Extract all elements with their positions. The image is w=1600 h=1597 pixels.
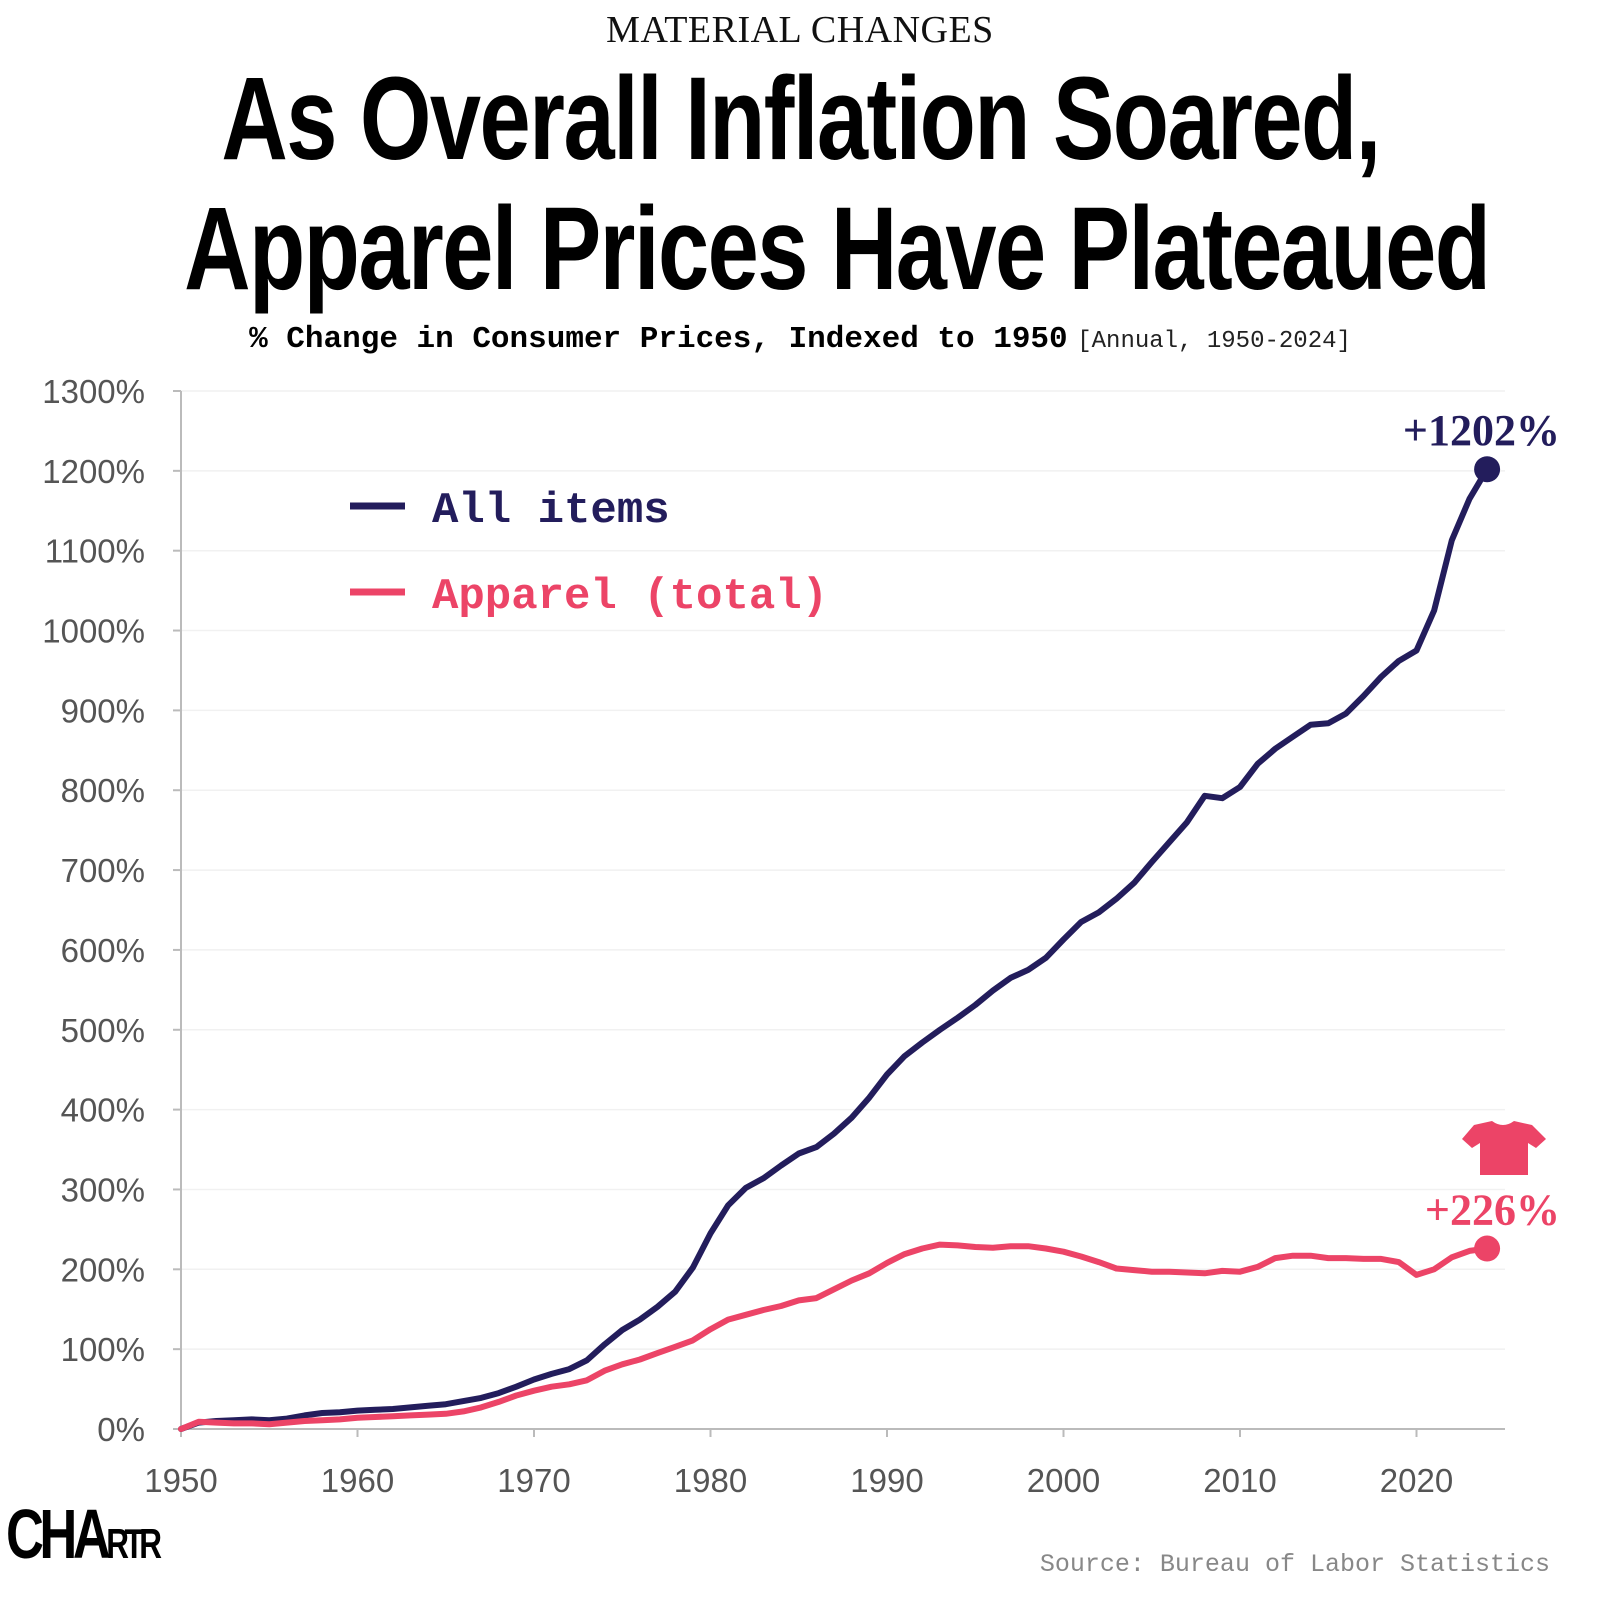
x-tick-label: 1990 [850, 1462, 923, 1499]
chartr-logo: CHARTR [6, 1495, 162, 1573]
y-tick-label: 200% [61, 1251, 145, 1288]
title-line-2: Apparel Prices Have Plateaued [184, 183, 1491, 315]
series-line-all-items [178, 466, 1491, 1432]
end-point-marker [1474, 456, 1501, 483]
y-tick-label: 1100% [45, 533, 145, 570]
t-shirt-icon [1462, 1121, 1546, 1175]
x-tick-label: 2010 [1203, 1462, 1276, 1499]
series-line-apparel [178, 1241, 1491, 1432]
y-tick-label: 900% [61, 692, 145, 729]
y-tick-label: 0% [97, 1411, 145, 1448]
subtitle-main: % Change in Consumer Prices, Indexed to … [249, 322, 1068, 357]
y-tick-label: 1000% [42, 613, 145, 650]
title-line-1: As Overall Inflation Soared, [220, 53, 1381, 185]
end-point-marker [1474, 1235, 1501, 1262]
y-tick-label: 400% [61, 1092, 145, 1129]
x-tick-label: 1970 [497, 1462, 570, 1499]
y-tick-label: 800% [61, 772, 145, 809]
source-note: Source: Bureau of Labor Statistics [1039, 1550, 1550, 1579]
y-tick-label: 100% [61, 1331, 145, 1368]
y-tick-label: 300% [61, 1171, 145, 1208]
x-tick-label: 1960 [321, 1462, 394, 1499]
legend-label: Apparel (total) [432, 572, 828, 622]
x-tick-label: 1950 [144, 1462, 217, 1499]
legend-label: All items [432, 486, 670, 536]
subtitle: % Change in Consumer Prices, Indexed to … [0, 322, 1600, 357]
y-tick-label: 600% [61, 932, 145, 969]
x-tick-label: 2020 [1380, 1462, 1453, 1499]
kicker: MATERIAL CHANGES [606, 9, 994, 51]
end-value-label: +226% [1425, 1186, 1560, 1235]
y-tick-label: 700% [61, 852, 145, 889]
subtitle-note: [Annual, 1950-2024] [1077, 328, 1351, 355]
end-value-label: +1202% [1403, 406, 1560, 455]
y-tick-label: 500% [61, 1012, 145, 1049]
x-tick-label: 1980 [674, 1462, 747, 1499]
y-tick-label: 1200% [42, 453, 145, 490]
y-tick-label: 1300% [42, 373, 145, 410]
x-tick-label: 2000 [1027, 1462, 1100, 1499]
